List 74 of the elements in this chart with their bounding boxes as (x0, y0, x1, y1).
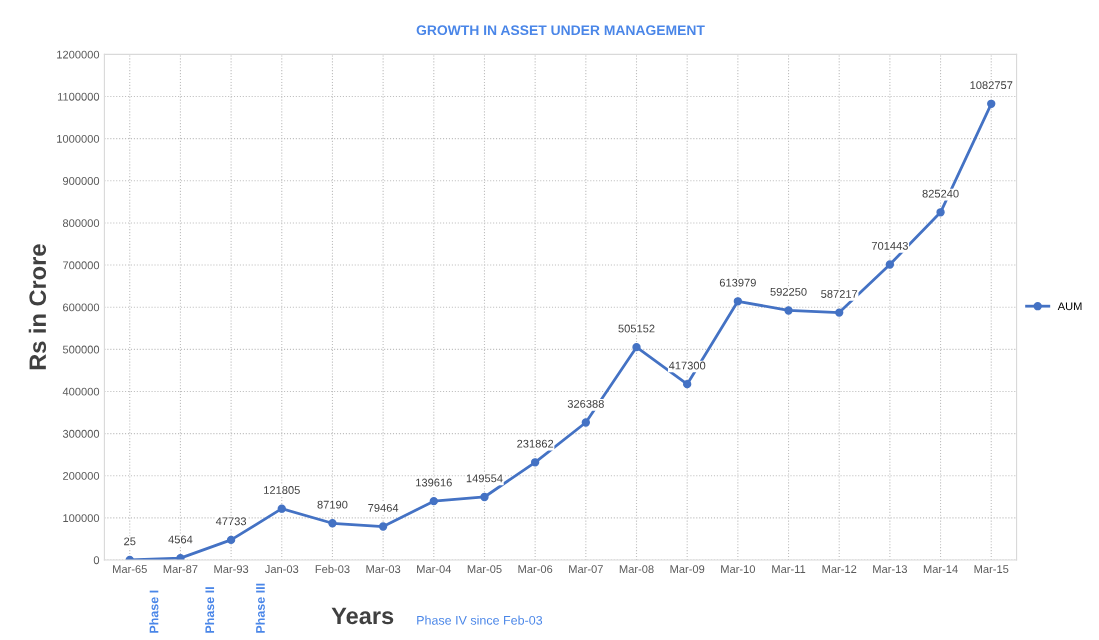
y-tick-label: 300000 (62, 429, 100, 438)
point (226, 535, 236, 545)
data-label: 587217 (821, 290, 858, 298)
y-tick-label: 700000 (63, 261, 100, 270)
point (378, 522, 388, 531)
data-label: 417300 (668, 361, 706, 370)
x-tick-label: Mar-93 (214, 565, 249, 574)
data-label: 1082757 (970, 81, 1013, 90)
text: Phase III (255, 583, 265, 633)
y-tick-label: 900000 (62, 177, 100, 185)
y-tick-label: 0 (93, 556, 100, 565)
y-tick-label: 1100000 (57, 92, 100, 101)
x-tick-label: Mar-11 (772, 565, 806, 574)
x-tick-label: Mar-14 (923, 565, 958, 574)
data-label: 139616 (416, 478, 452, 487)
point (328, 519, 337, 528)
y-tick-label: 200000 (63, 472, 100, 480)
point (835, 308, 844, 317)
data-label: 326388 (567, 399, 604, 408)
text: Phase II (205, 587, 215, 633)
x-tick-label: Mar-15 (974, 565, 1009, 574)
text: Phase IV since Feb-03 (417, 615, 543, 625)
x-tick-label: Mar-04 (417, 565, 452, 574)
point (784, 306, 793, 315)
y-tick-label: 1200000 (57, 50, 100, 59)
x-tick-label: Mar-08 (619, 565, 654, 574)
y-tick-label: 100000 (63, 514, 100, 522)
x-tick-label: Mar-07 (569, 565, 603, 574)
data-label: 79464 (368, 503, 399, 512)
y-tick-label: 400000 (62, 387, 100, 396)
data-label: 47733 (215, 517, 247, 526)
data-label: 25 (124, 537, 136, 546)
x-tick-label: Feb-03 (315, 564, 350, 574)
chart-title: GROWTH IN ASSET UNDER MANAGEMENT (416, 25, 705, 36)
point (885, 260, 895, 269)
data-label: 592250 (770, 287, 807, 296)
point (480, 492, 489, 502)
data-label: 231862 (517, 439, 554, 448)
y-axis-title: Rs in Crore (28, 244, 47, 370)
point (936, 208, 945, 217)
data-label: 4564 (168, 535, 193, 544)
point (277, 504, 286, 513)
x-tick-label: Mar-87 (163, 565, 198, 574)
x-tick-label: Mar-05 (467, 565, 502, 574)
data-label: 701443 (871, 241, 908, 250)
data-label: 613979 (719, 278, 756, 287)
x-tick-label: Jan-03 (264, 565, 299, 574)
point (176, 553, 185, 560)
data-label: 121805 (264, 486, 300, 494)
y-tick-label: 500000 (62, 345, 100, 354)
x-tick-label: Mar-09 (670, 565, 705, 574)
point (987, 99, 996, 108)
x-tick-label: Mar-10 (721, 565, 756, 574)
x-tick-label: Mar-13 (873, 565, 907, 574)
y-tick-label: 800000 (62, 219, 100, 228)
y-tick-label: 600000 (63, 303, 100, 312)
data-label: 825240 (922, 189, 959, 198)
legend-label: AUM (1057, 302, 1082, 311)
data-label: 505152 (618, 324, 655, 333)
x-tick-label: Mar-03 (366, 565, 401, 574)
point (581, 418, 590, 427)
x-tick-label: Mar-12 (822, 565, 857, 574)
y-tick-label: 1000000 (57, 134, 100, 143)
data-label: 149554 (466, 474, 503, 483)
point (733, 297, 743, 306)
point (683, 380, 692, 389)
point (632, 342, 641, 352)
data-label: 87190 (317, 500, 348, 509)
point (530, 458, 540, 467)
x-axis-title: Years (331, 607, 394, 625)
point (429, 497, 438, 506)
x-tick-label: Mar-65 (113, 565, 147, 574)
text: Phase I (149, 590, 159, 633)
x-tick-label: Mar-06 (518, 565, 553, 574)
